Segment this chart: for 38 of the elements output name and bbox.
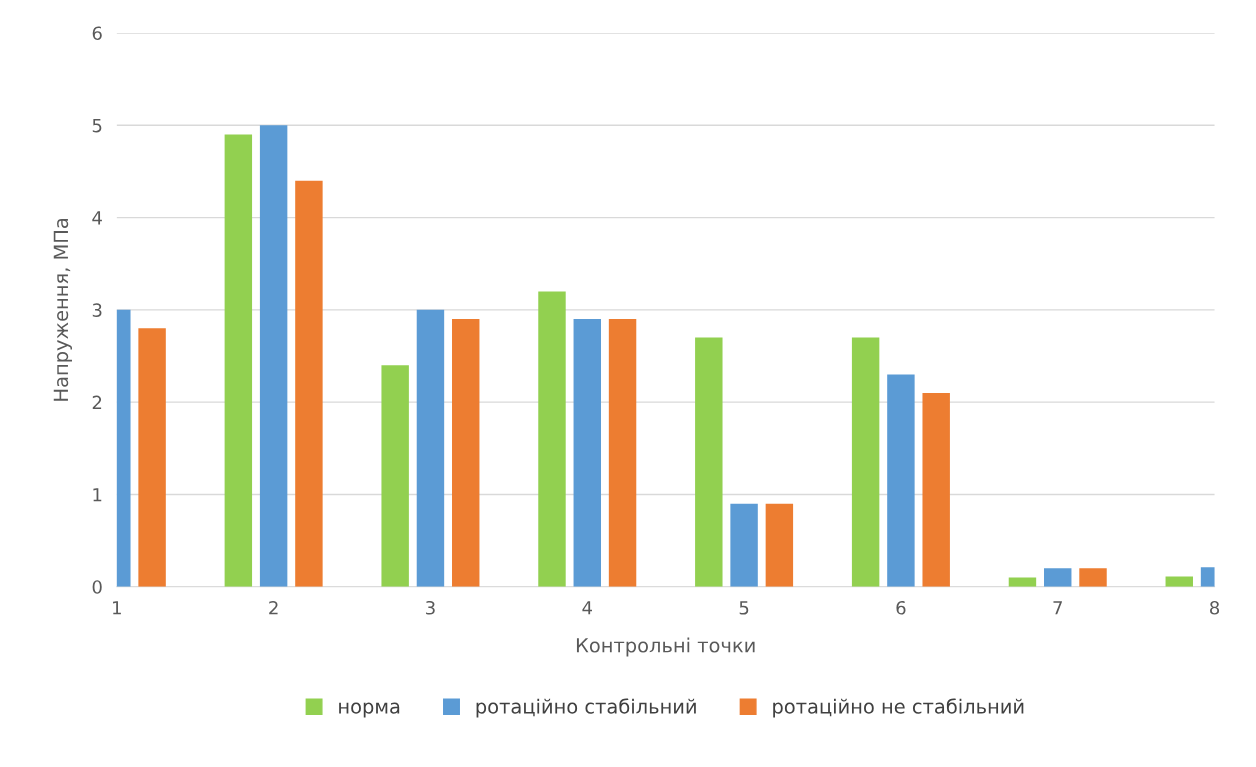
x-tick-label: 5 [739,601,749,615]
legend-label: ротаційно стабільний [476,698,696,718]
y-tick-label: 2 [92,395,102,410]
bar [452,319,480,587]
bar [887,374,915,587]
bar [138,328,166,587]
bar [765,503,794,587]
bar [538,291,566,587]
legend-label: норма [339,702,400,718]
y-tick-label: 0 [92,580,102,594]
bar [730,503,758,587]
bar [416,309,445,587]
bar [1079,568,1107,587]
y-axis-title: Напруження, МПа [53,218,72,401]
y-tick-label: 6 [92,26,102,41]
x-tick-label: 6 [896,600,906,615]
x-tick-label: 7 [1053,601,1062,615]
x-axis-title: Контрольні точки [576,637,755,657]
x-tick-label: 8 [1210,600,1220,615]
bar [608,319,637,587]
bar [224,134,253,587]
bar [922,392,950,587]
y-tick-label: 1 [93,488,102,502]
bar [573,319,601,587]
bar [695,337,723,587]
bar [851,337,880,587]
bar [259,125,288,587]
legend-label: ротаційно не стабільний [773,698,1024,718]
y-tick-label: 5 [92,118,102,133]
x-tick-label: 4 [582,601,592,615]
bar [1044,568,1072,587]
bar [381,365,409,587]
bar [295,180,323,587]
y-tick-label: 4 [92,211,102,225]
x-tick-label: 3 [426,600,435,615]
x-tick-label: 2 [269,600,278,615]
x-tick-label: 1 [113,601,121,615]
y-tick-label: 3 [92,303,102,317]
